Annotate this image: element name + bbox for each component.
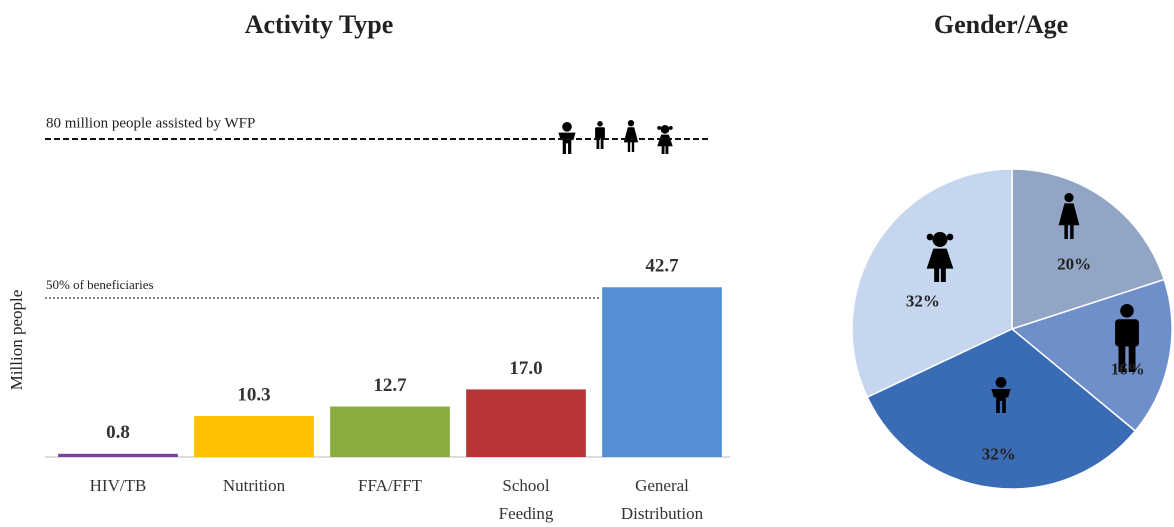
slice-label: 32% (982, 445, 1016, 464)
x-tick-label: Nutrition (223, 476, 286, 495)
value-label: 17.0 (509, 358, 542, 379)
slice-label: 16% (1111, 360, 1145, 379)
x-tick-label: School Feeding (499, 476, 554, 523)
slice-label: 32% (906, 291, 940, 310)
value-label: 10.3 (237, 384, 270, 405)
pie-slice (1011, 168, 1166, 331)
chart-title: Activity Type (245, 10, 394, 39)
pie-slice (851, 168, 1013, 399)
bar (602, 287, 722, 457)
y-axis-label: Million people (7, 290, 26, 391)
pie-slice (866, 328, 1137, 490)
value-label: 0.8 (106, 422, 130, 443)
bar (466, 389, 586, 457)
x-tick-label: HIV/TB (90, 476, 147, 495)
x-tick-label: FFA/FFT (358, 476, 423, 495)
slice-label: 20% (1057, 254, 1091, 273)
bar (58, 453, 178, 457)
people-icons (558, 120, 673, 154)
x-tick-label: General Distribution (621, 476, 704, 523)
bar (330, 406, 450, 457)
bar (194, 416, 314, 457)
value-label: 12.7 (373, 375, 407, 396)
chart-title: Gender/Age (934, 10, 1068, 39)
pie-slice (1010, 278, 1173, 433)
reference-label: 50% of beneficiaries (46, 277, 154, 292)
value-label: 42.7 (645, 256, 679, 277)
reference-label: 80 million people assisted by WFP (46, 115, 255, 131)
